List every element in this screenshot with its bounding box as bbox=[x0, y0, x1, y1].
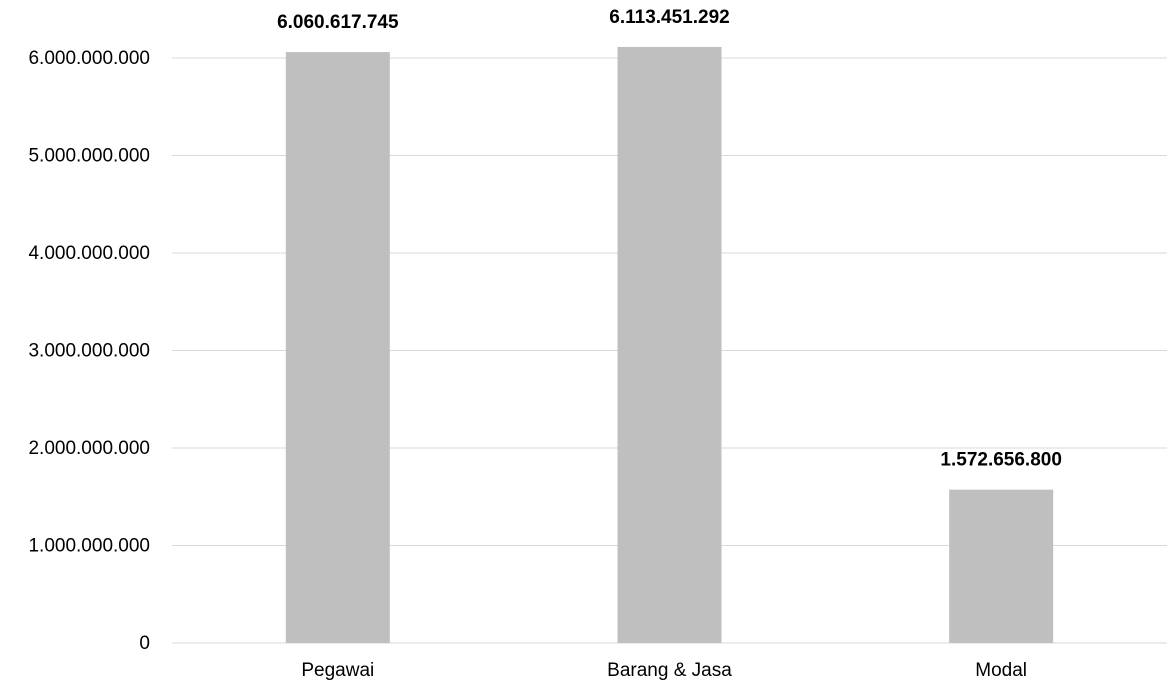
data-label: 1.572.656.800 bbox=[940, 450, 1062, 471]
data-label: 6.060.617.745 bbox=[277, 12, 399, 33]
bar bbox=[285, 52, 390, 643]
bar bbox=[617, 46, 722, 644]
y-tick-label: 6.000.000.000 bbox=[28, 48, 150, 69]
x-category-label: Barang & Jasa bbox=[607, 660, 732, 681]
data-label: 6.113.451.292 bbox=[609, 7, 729, 28]
y-tick-label: 5.000.000.000 bbox=[28, 146, 150, 167]
x-category-label: Modal bbox=[975, 660, 1027, 681]
data-labels: 6.060.617.745 6.113.451.292 1.572.656.800 bbox=[277, 7, 1062, 471]
x-category-label: Pegawai bbox=[301, 660, 374, 681]
y-tick-label: 1.000.000.000 bbox=[28, 536, 150, 557]
y-tick-label: 0 bbox=[139, 633, 150, 654]
bar bbox=[949, 489, 1054, 643]
bars bbox=[285, 46, 1054, 644]
y-tick-label: 2.000.000.000 bbox=[28, 438, 150, 459]
y-tick-label: 3.000.000.000 bbox=[28, 341, 150, 362]
y-axis-tick-labels: 0 1.000.000.000 2.000.000.000 3.000.000.000… bbox=[28, 48, 150, 654]
x-axis-category-labels: Pegawai Barang & Jasa Modal bbox=[301, 660, 1027, 681]
y-tick-label: 4.000.000.000 bbox=[28, 243, 150, 264]
